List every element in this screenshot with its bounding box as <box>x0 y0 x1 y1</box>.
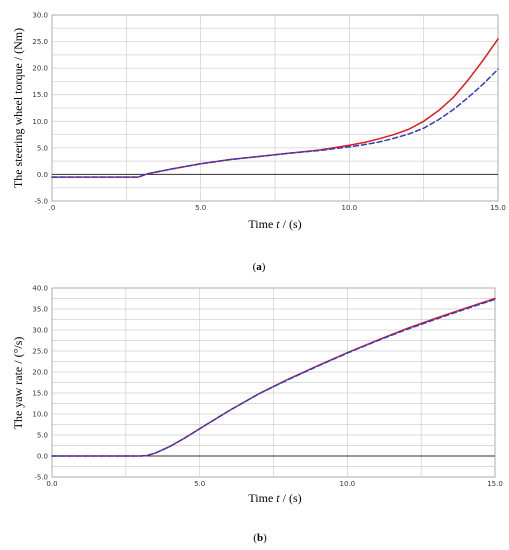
y-tick-label: 30.0 <box>32 12 48 20</box>
y-axis-label-a: The steering wheel torque / (Nm) <box>11 28 25 188</box>
x-tick-labels-b: 0.0 5.0 10.0 15.0 <box>46 480 502 488</box>
y-tick-labels-a: -5.0 0.0 5.0 10.0 15.0 20.0 25.0 30.0 <box>32 12 48 206</box>
series-line-2 <box>51 68 499 178</box>
caption-b: (b) <box>253 532 267 544</box>
y-tick-label: -5.0 <box>34 474 48 482</box>
y-tick-label: 5.0 <box>37 432 48 440</box>
caption-a: (a) <box>253 261 266 273</box>
y-tick-label: 25.0 <box>32 38 48 46</box>
x-tick-label: 0.0 <box>46 480 57 488</box>
y-tick-label: 35.0 <box>32 306 48 314</box>
y-tick-label: 0.0 <box>37 171 48 179</box>
x-tick-label: 5.0 <box>194 480 205 488</box>
y-tick-label: 30.0 <box>32 327 48 335</box>
y-tick-label: 10.0 <box>32 118 48 126</box>
y-tick-label: 25.0 <box>32 348 48 356</box>
series-line-2 <box>51 298 496 457</box>
x-tick-label: 5.0 <box>195 204 206 212</box>
y-tick-label: 15.0 <box>32 91 48 99</box>
y-tick-label: 0.0 <box>37 453 48 461</box>
chart-panel-b: 0.0 5.0 10.0 15.0 -5.00.05.010.015.020.025.… <box>11 285 503 545</box>
y-axis-label-b: The yaw rate / (°/s) <box>11 337 25 430</box>
x-axis-label-b: Time t / (s) <box>248 491 301 505</box>
x-tick-label: 15.0 <box>487 480 503 488</box>
y-tick-label: 40.0 <box>32 285 48 293</box>
y-tick-label: 10.0 <box>32 411 48 419</box>
y-tick-label: 5.0 <box>37 144 48 152</box>
chart-panel-a: .0 5.0 10.0 15.0 -5.0 0.0 5.0 10.0 15.0 20.0 25.0… <box>11 12 506 274</box>
x-tick-label: 15.0 <box>490 204 506 212</box>
x-tick-label: .0 <box>49 204 56 212</box>
grid-b <box>52 288 495 477</box>
y-tick-label: 20.0 <box>32 369 48 377</box>
x-tick-labels-a: .0 5.0 10.0 15.0 <box>49 204 506 212</box>
series-group-b <box>51 297 496 457</box>
y-tick-label: -5.0 <box>34 198 48 206</box>
x-tick-label: 10.0 <box>342 204 358 212</box>
y-tick-labels-b: -5.0 0.0 5.0 10.0 15.0 20.0 25.0 30.0 35.0 40.0 <box>32 285 48 482</box>
series-group-a <box>51 38 499 178</box>
y-tick-label: 20.0 <box>32 65 48 73</box>
x-tick-label: 10.0 <box>340 480 356 488</box>
y-tick-label: 15.0 <box>32 390 48 398</box>
x-axis-label-a: Time t / (s) <box>248 217 301 231</box>
